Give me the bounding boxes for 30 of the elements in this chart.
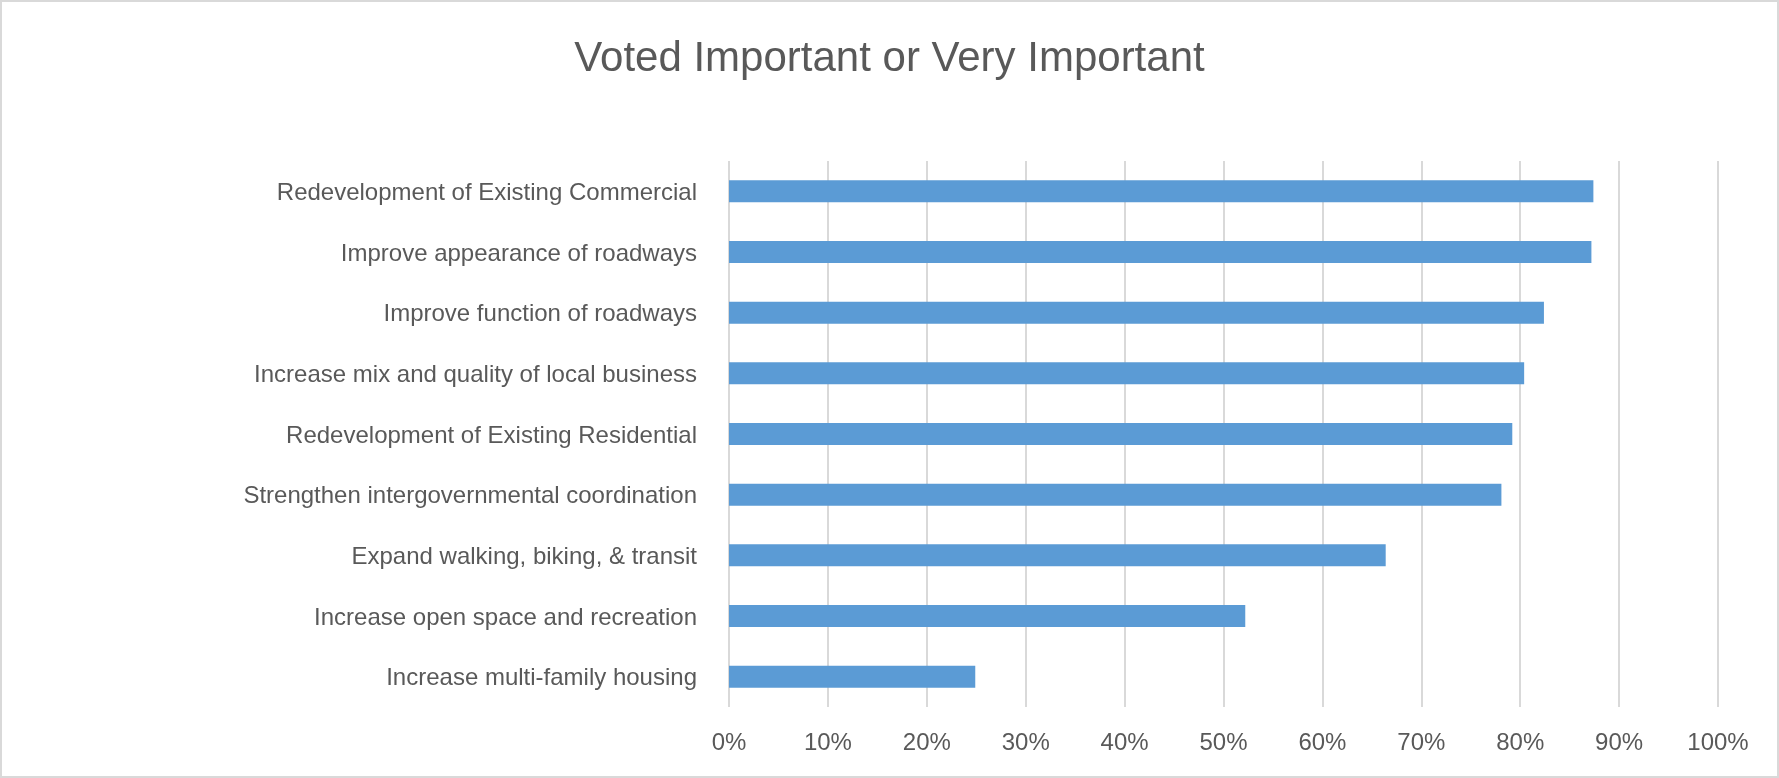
bar bbox=[729, 180, 1594, 203]
x-tick-label: 10% bbox=[803, 727, 852, 755]
x-tick-label: 30% bbox=[1001, 727, 1050, 755]
chart-title: Voted Important or Very Important bbox=[574, 32, 1205, 80]
y-tick-label: Expand walking, biking, & transit bbox=[351, 541, 698, 569]
y-tick-label: Increase open space and recreation bbox=[314, 602, 697, 630]
bar bbox=[729, 241, 1592, 263]
x-tick-label: 70% bbox=[1397, 727, 1446, 755]
bar bbox=[729, 301, 1544, 324]
bar bbox=[729, 544, 1386, 567]
x-tick-label: 40% bbox=[1100, 727, 1149, 755]
x-tick-label: 100% bbox=[1687, 727, 1749, 755]
y-tick-label: Increase mix and quality of local business bbox=[254, 359, 697, 387]
x-tick-label: 0% bbox=[711, 727, 747, 755]
x-tick-label: 60% bbox=[1298, 727, 1347, 755]
x-tick-label: 80% bbox=[1496, 727, 1545, 755]
bar bbox=[729, 605, 1246, 627]
x-tick-label: 50% bbox=[1199, 727, 1248, 755]
bar bbox=[729, 665, 976, 688]
y-tick-label: Redevelopment of Existing Commercial bbox=[276, 177, 697, 205]
x-tick-label: 20% bbox=[902, 727, 951, 755]
bar bbox=[729, 423, 1513, 445]
bar bbox=[729, 483, 1502, 506]
y-tick-label: Strengthen intergovernmental coordination bbox=[243, 481, 697, 509]
y-tick-label: Improve appearance of roadways bbox=[340, 238, 697, 266]
y-tick-label: Increase multi-family housing bbox=[386, 663, 697, 691]
x-tick-label: 90% bbox=[1595, 727, 1644, 755]
bar bbox=[729, 362, 1525, 385]
y-tick-label: Redevelopment of Existing Residential bbox=[286, 420, 697, 448]
y-tick-label: Improve function of roadways bbox=[383, 299, 697, 327]
